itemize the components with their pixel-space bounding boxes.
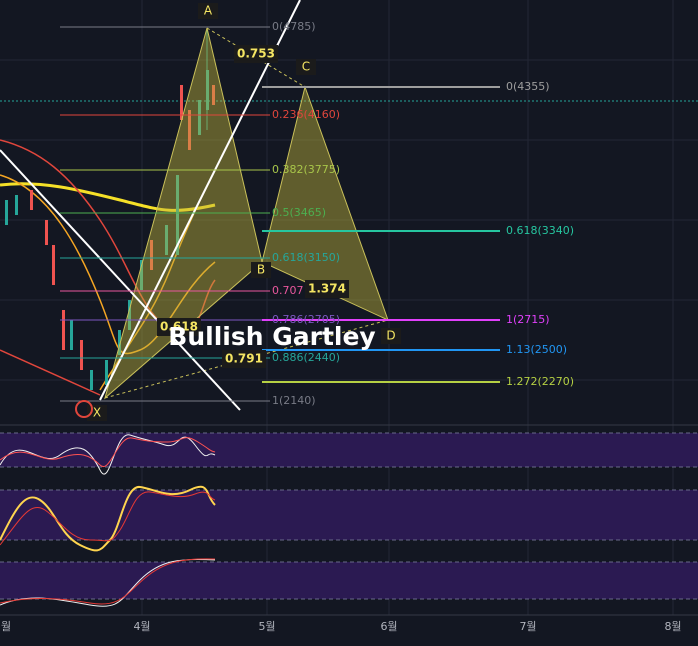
trend-line: [99, 0, 301, 401]
osc-line: [0, 437, 216, 468]
ratio-label: 0.791: [225, 352, 263, 366]
moving-average: [0, 182, 216, 212]
fib-label: 0.618(3340): [506, 224, 574, 237]
candles: [5, 28, 215, 390]
x-axis-label: 7월: [519, 620, 536, 633]
marker: [75, 400, 93, 418]
point-label: D: [386, 329, 395, 343]
point-label: C: [302, 60, 310, 74]
x-axis-label: 5월: [258, 620, 275, 633]
fib-label: 1(2140): [272, 394, 316, 407]
ratio-box: [222, 350, 266, 368]
ratio-label: 1.374: [308, 282, 346, 296]
ratio-box: [234, 45, 278, 63]
point-label: A: [204, 4, 213, 18]
ratio-label: 0.753: [237, 47, 275, 61]
fib-label: 1(2715): [506, 313, 550, 326]
x-axis-label: 월: [1, 620, 11, 633]
moving-average: [0, 174, 216, 355]
ratio-box: [157, 318, 201, 336]
osc-pane: [0, 433, 698, 467]
osc-pane: [0, 562, 698, 599]
ratio-box: [305, 280, 349, 298]
label-box: [198, 3, 218, 19]
osc-bands: [0, 432, 698, 600]
pattern-ac: [206, 27, 306, 88]
fib-label: 0(4355): [506, 80, 550, 93]
fib-label: 0.382(3775): [272, 163, 340, 176]
osc-line: [0, 491, 216, 546]
osc-pane: [0, 490, 698, 540]
x-axis-label: 4월: [133, 620, 150, 633]
x-axis-label: 6월: [380, 620, 397, 633]
label-box: [381, 328, 401, 344]
fib-label: 1.13(2500): [506, 343, 567, 356]
fib-label: 0.236(4160): [272, 108, 340, 121]
label-box: [296, 59, 316, 75]
fib-label: 0.707: [272, 284, 304, 297]
label-box: [251, 262, 271, 278]
point-label: B: [257, 263, 265, 277]
point-label: X: [93, 406, 101, 420]
fib-label: 0.786(2705): [272, 313, 340, 326]
fib-label: 0(4785): [272, 20, 316, 33]
osc-line: [0, 558, 216, 605]
pattern-title: Bullish Gartley: [168, 322, 375, 351]
fib-label: 0.618(3150): [272, 251, 340, 264]
fib-label: 0.5(3465): [272, 206, 326, 219]
osc-line: [0, 434, 216, 475]
fib-label: 1.272(2270): [506, 375, 574, 388]
fib-label: 0.886(2440): [272, 351, 340, 364]
ratio-label: 0.618: [160, 320, 198, 334]
x-axis-label: 8월: [664, 620, 681, 633]
grid: [0, 0, 698, 615]
trend-line: [0, 149, 241, 411]
moving-average: [0, 349, 101, 396]
